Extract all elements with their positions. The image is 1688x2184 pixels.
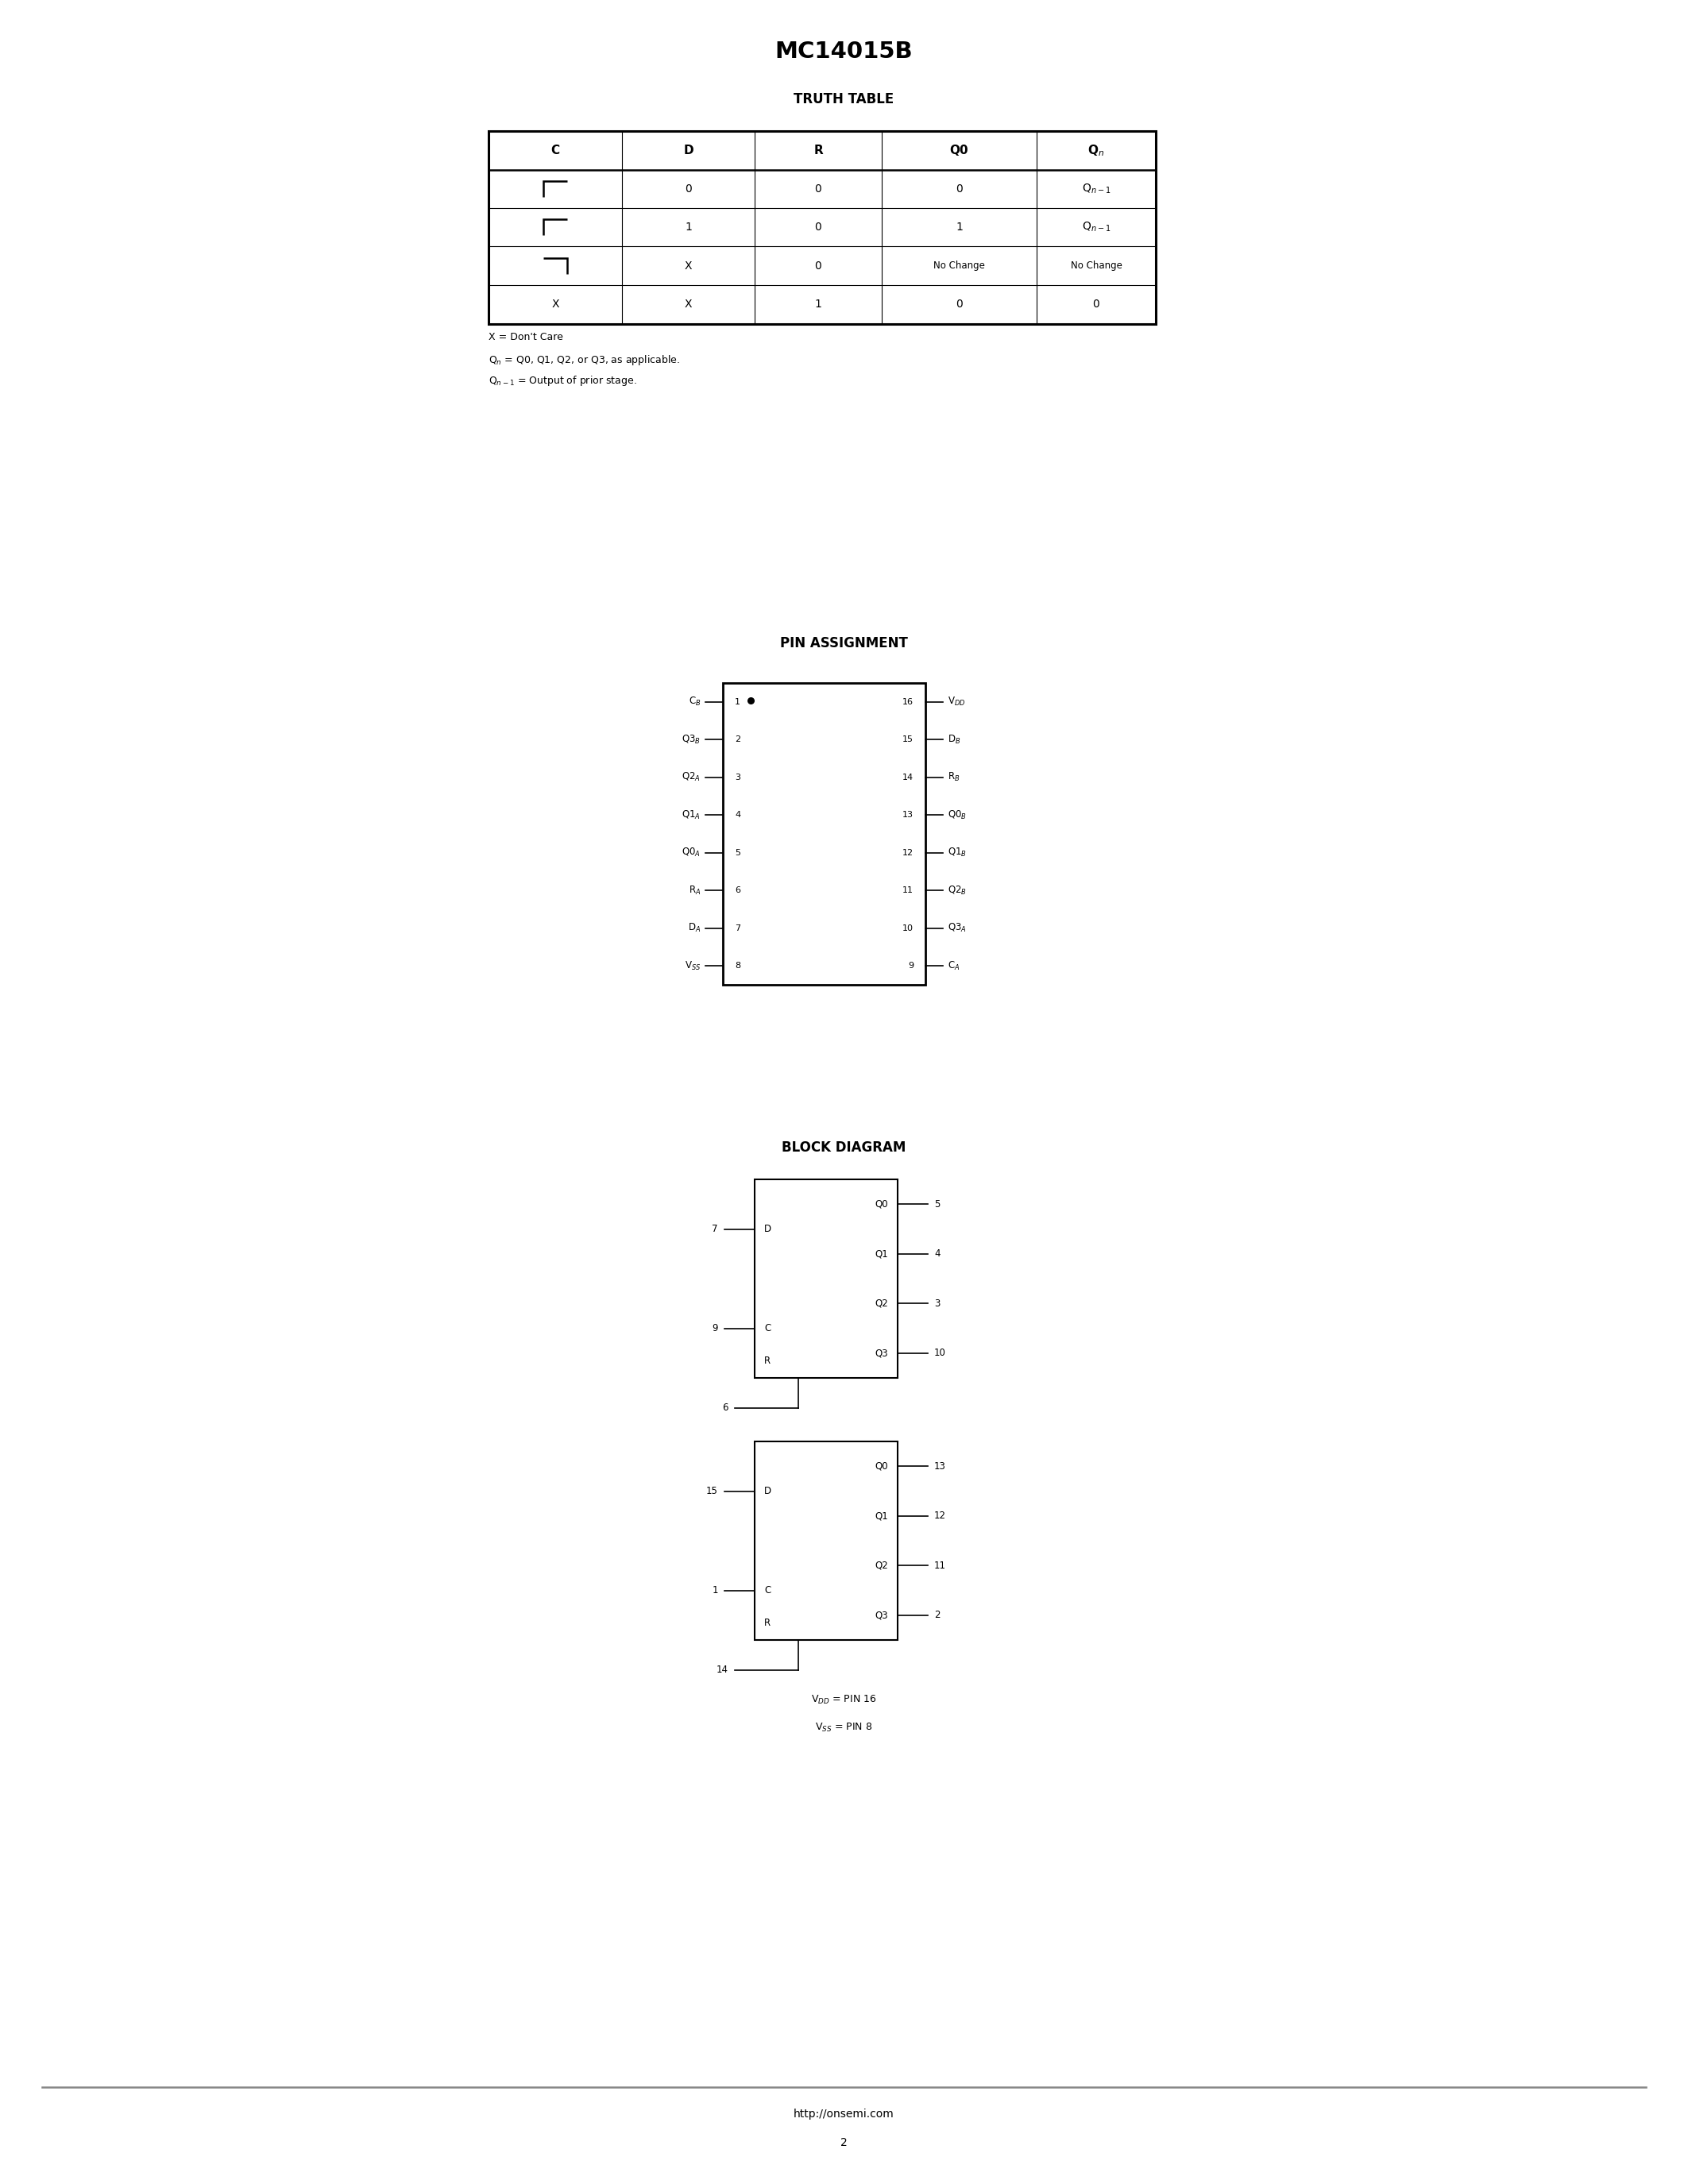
Text: Q0$_B$: Q0$_B$ [947, 808, 967, 821]
Text: 12: 12 [903, 850, 913, 856]
Text: C$_A$: C$_A$ [947, 961, 960, 972]
Text: 11: 11 [903, 887, 913, 895]
Text: 2: 2 [933, 1610, 940, 1621]
Text: Q3$_A$: Q3$_A$ [947, 922, 967, 935]
Text: Q0: Q0 [874, 1199, 888, 1210]
Text: Q0: Q0 [874, 1461, 888, 1472]
Text: 0: 0 [955, 299, 962, 310]
Text: Q1: Q1 [874, 1249, 888, 1258]
Text: X: X [685, 299, 692, 310]
Text: 14: 14 [903, 773, 913, 782]
Text: Q$_{n-1}$: Q$_{n-1}$ [1082, 181, 1111, 194]
Text: 12: 12 [933, 1511, 945, 1520]
Text: Q$_n$ = Q0, Q1, Q2, or Q3, as applicable.: Q$_n$ = Q0, Q1, Q2, or Q3, as applicable… [488, 354, 680, 367]
Text: 1: 1 [734, 699, 741, 705]
Text: X = Don't Care: X = Don't Care [488, 332, 564, 343]
Text: X: X [552, 299, 559, 310]
Text: D: D [684, 144, 694, 157]
Text: R$_A$: R$_A$ [689, 885, 701, 895]
Text: 1: 1 [685, 223, 692, 234]
Text: 15: 15 [706, 1485, 717, 1496]
Text: No Change: No Change [1070, 260, 1123, 271]
Text: 16: 16 [903, 699, 913, 705]
Text: Q3: Q3 [874, 1348, 888, 1358]
Text: R: R [765, 1356, 771, 1365]
Text: 10: 10 [903, 924, 913, 933]
Text: Q3: Q3 [874, 1610, 888, 1621]
Text: Q2$_B$: Q2$_B$ [947, 885, 967, 895]
Text: 1: 1 [712, 1586, 717, 1597]
Text: 0: 0 [685, 183, 692, 194]
Text: 0: 0 [815, 260, 822, 271]
Text: V$_{DD}$ = PIN 16: V$_{DD}$ = PIN 16 [812, 1693, 876, 1706]
Text: 15: 15 [903, 736, 913, 743]
Text: 5: 5 [933, 1199, 940, 1210]
Text: Q0$_A$: Q0$_A$ [682, 847, 701, 858]
Text: 4: 4 [933, 1249, 940, 1258]
Text: D$_B$: D$_B$ [947, 734, 960, 745]
Text: 7: 7 [712, 1223, 717, 1234]
Text: Q3$_B$: Q3$_B$ [682, 734, 701, 745]
Text: Q1$_B$: Q1$_B$ [947, 847, 967, 858]
Text: 1: 1 [815, 299, 822, 310]
Text: 2: 2 [734, 736, 741, 743]
Text: http://onsemi.com: http://onsemi.com [793, 2108, 895, 2121]
Text: 0: 0 [955, 183, 962, 194]
Text: 2: 2 [841, 2138, 847, 2149]
Text: C$_B$: C$_B$ [689, 697, 701, 708]
Text: 13: 13 [933, 1461, 945, 1472]
Text: X: X [685, 260, 692, 271]
Text: C: C [765, 1586, 771, 1597]
Text: D: D [765, 1223, 771, 1234]
Text: R$_B$: R$_B$ [947, 771, 960, 784]
Text: Q2: Q2 [874, 1297, 888, 1308]
Text: MC14015B: MC14015B [775, 41, 913, 63]
Text: Q2$_A$: Q2$_A$ [682, 771, 701, 784]
Text: V$_{SS}$ = PIN 8: V$_{SS}$ = PIN 8 [815, 1721, 873, 1734]
Text: 7: 7 [734, 924, 741, 933]
Text: 0: 0 [815, 223, 822, 234]
Text: 8: 8 [734, 961, 741, 970]
Text: Q$_{n-1}$: Q$_{n-1}$ [1082, 221, 1111, 234]
Text: 0: 0 [1092, 299, 1099, 310]
Text: Q0: Q0 [950, 144, 969, 157]
Text: 13: 13 [903, 810, 913, 819]
Text: 6: 6 [722, 1402, 729, 1413]
Text: 5: 5 [734, 850, 741, 856]
Text: No Change: No Change [933, 260, 986, 271]
Text: 1: 1 [955, 223, 962, 234]
Text: 3: 3 [734, 773, 741, 782]
Text: 11: 11 [933, 1559, 945, 1570]
Text: Q$_{n-1}$ = Output of prior stage.: Q$_{n-1}$ = Output of prior stage. [488, 373, 636, 389]
Text: D$_A$: D$_A$ [687, 922, 701, 935]
Text: 10: 10 [933, 1348, 945, 1358]
Text: V$_{DD}$: V$_{DD}$ [947, 697, 966, 708]
Text: R: R [814, 144, 822, 157]
Text: PIN ASSIGNMENT: PIN ASSIGNMENT [780, 636, 908, 651]
Text: V$_{SS}$: V$_{SS}$ [684, 961, 701, 972]
Text: Q1: Q1 [874, 1511, 888, 1520]
Text: 9: 9 [908, 961, 913, 970]
Text: 0: 0 [815, 183, 822, 194]
Text: Q2: Q2 [874, 1559, 888, 1570]
Text: 3: 3 [933, 1297, 940, 1308]
Text: D: D [765, 1485, 771, 1496]
Text: BLOCK DIAGRAM: BLOCK DIAGRAM [782, 1140, 906, 1155]
Text: C: C [765, 1324, 771, 1334]
Text: C: C [550, 144, 560, 157]
Text: Q1$_A$: Q1$_A$ [682, 808, 701, 821]
Text: TRUTH TABLE: TRUTH TABLE [793, 92, 895, 107]
Text: 4: 4 [734, 810, 741, 819]
Text: R: R [765, 1618, 771, 1627]
Text: Q$_n$: Q$_n$ [1087, 142, 1104, 157]
Text: 14: 14 [716, 1664, 729, 1675]
Text: 6: 6 [734, 887, 741, 895]
Text: 9: 9 [712, 1324, 717, 1334]
